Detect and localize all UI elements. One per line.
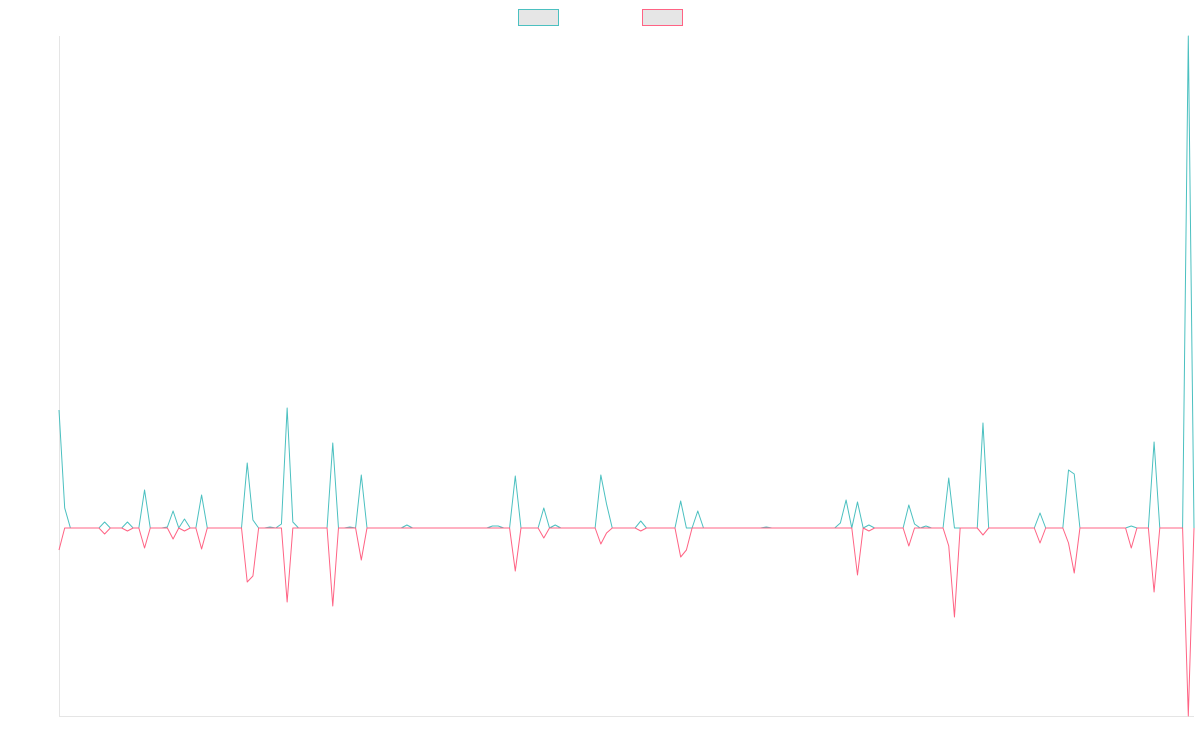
- legend-swatch: [642, 9, 683, 26]
- line-series: [58, 527, 1195, 717]
- line-series: [58, 35, 1195, 529]
- legend-swatch: [518, 9, 559, 26]
